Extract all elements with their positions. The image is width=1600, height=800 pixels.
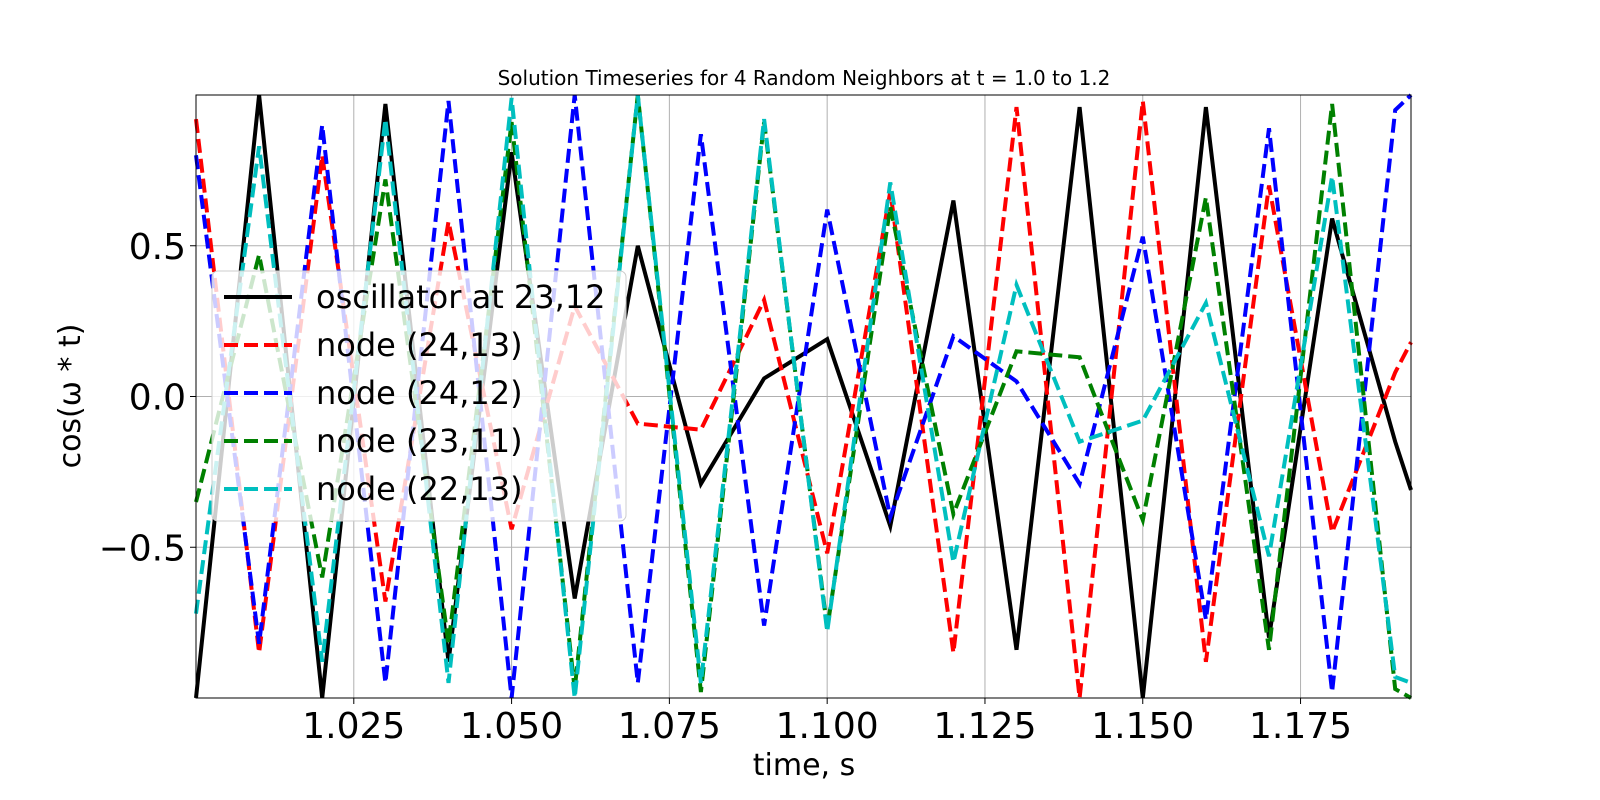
x-tick-label: 1.025 [302, 706, 405, 747]
y-axis: −0.5 0.0 0.5 [99, 227, 196, 569]
y-tick-label: −0.5 [99, 528, 186, 569]
x-axis: 1.025 1.050 1.075 1.100 1.125 1.150 1.175 [302, 698, 1352, 747]
x-tick-label: 1.175 [1249, 706, 1352, 747]
y-tick-label: 0.5 [129, 227, 186, 268]
legend-label-1: node (24,13) [316, 326, 523, 364]
legend-box [211, 270, 627, 522]
legend: oscillator at 23,12 node (24,13) node (24,… [211, 270, 627, 522]
chart-title: Solution Timeseries for 4 Random Neighbo… [498, 66, 1111, 90]
y-tick-label: 0.0 [129, 378, 186, 419]
y-axis-label: cos(ω * t) [53, 324, 88, 469]
x-tick-label: 1.075 [618, 706, 721, 747]
legend-label-2: node (24,12) [316, 374, 523, 412]
legend-label-3: node (23,11) [316, 422, 523, 460]
legend-label-4: node (22,13) [316, 470, 523, 508]
x-tick-label: 1.100 [776, 706, 879, 747]
x-axis-label: time, s [753, 748, 855, 783]
x-tick-label: 1.150 [1091, 706, 1194, 747]
series-line-1 [194, 100, 1413, 699]
x-tick-label: 1.125 [933, 706, 1036, 747]
x-tick-label: 1.050 [460, 706, 563, 747]
legend-label-0: oscillator at 23,12 [316, 278, 606, 316]
